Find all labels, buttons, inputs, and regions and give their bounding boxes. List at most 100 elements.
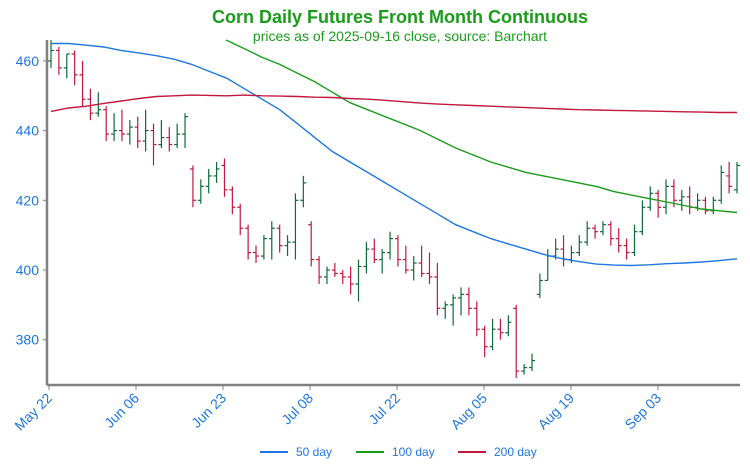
ohlc-bar — [292, 193, 299, 260]
ma-100-day-line — [225, 39, 738, 214]
x-tick-label: Aug 05 — [447, 390, 490, 433]
ohlc-bar — [592, 224, 599, 239]
ohlc-bar — [576, 235, 583, 257]
ohlc-bar — [237, 203, 244, 236]
ohlc-bar — [245, 224, 252, 260]
ohlc-bar — [276, 224, 283, 253]
ohlc-bar — [260, 235, 267, 260]
ohlc-bar — [615, 228, 622, 253]
y-tick-label: 420 — [16, 192, 40, 208]
y-tick-label: 400 — [16, 262, 40, 278]
ohlc-bar — [71, 50, 78, 86]
legend-item: 100 day — [356, 445, 435, 459]
ohlc-bar — [300, 175, 307, 208]
ohlc-bar — [513, 304, 520, 379]
ohlc-bar — [150, 123, 157, 166]
ohlc-bar — [118, 109, 125, 142]
legend-item: 200 day — [458, 445, 537, 459]
x-tick-label: Jul 22 — [365, 390, 403, 428]
ohlc-bar — [497, 318, 504, 340]
ohlc-bar — [331, 263, 338, 277]
ohlc-bar — [213, 161, 220, 183]
ohlc-bar — [544, 249, 551, 282]
ohlc-bar — [489, 318, 496, 351]
legend-label: 50 day — [296, 445, 332, 459]
ohlc-bar — [718, 165, 725, 204]
ohlc-bar — [702, 196, 709, 215]
ohlc-bar — [418, 245, 425, 277]
ohlc-bar — [347, 266, 354, 295]
x-tick-label: Aug 19 — [534, 390, 577, 433]
ohlc-bar — [434, 263, 441, 316]
ohlc-bar — [103, 106, 110, 142]
ohlc-bar — [639, 200, 646, 236]
ohlc-bar — [623, 238, 630, 260]
ohlc-bar — [363, 242, 370, 274]
x-tick-label: May 22 — [11, 390, 55, 434]
ohlc-bar — [442, 301, 449, 319]
x-tick-label: Sep 03 — [621, 390, 664, 433]
legend-item: 50 day — [260, 445, 332, 459]
ohlc-bar — [505, 315, 512, 337]
ohlc-bar — [607, 221, 614, 246]
ohlc-bar — [394, 235, 401, 267]
legend: 50 day 100 day 200 day — [260, 445, 537, 459]
ohlc-bar — [458, 287, 465, 316]
ohlc-bar — [678, 189, 685, 211]
chart-title: Corn Daily Futures Front Month Continuou… — [212, 7, 588, 27]
ohlc-bar — [402, 245, 409, 274]
x-tick-label: Jul 08 — [278, 390, 316, 428]
ohlc-bar — [63, 53, 70, 79]
ohlc-bar — [655, 189, 662, 218]
ohlc-bar — [710, 196, 717, 215]
ohlc-bar — [126, 120, 133, 145]
ohlc-bar — [473, 301, 480, 337]
ohlc-bar — [339, 270, 346, 284]
ma-200-day-line — [50, 94, 737, 114]
ohlc-bar — [268, 221, 275, 260]
ohlc-bar — [79, 60, 86, 107]
ohlc-bar — [174, 123, 181, 149]
ohlc-bar — [584, 221, 591, 246]
y-tick-label: 440 — [16, 123, 40, 139]
ohlc-bar — [284, 235, 291, 257]
ohlc-bar — [87, 88, 94, 121]
ohlc-bar — [450, 294, 457, 326]
ohlc-bar — [134, 116, 141, 149]
ohlc-bar — [599, 221, 606, 236]
ohlc-bar — [197, 179, 204, 204]
x-tick-label: Jun 06 — [101, 390, 142, 431]
ohlc-bar — [111, 113, 118, 142]
ohlc-bar — [48, 40, 54, 68]
ohlc-bar — [189, 165, 196, 208]
ma-50-day-line — [51, 42, 738, 267]
ohlc-bar — [253, 245, 260, 264]
ohlc-bar — [663, 179, 670, 215]
ohlc-bar — [55, 46, 62, 75]
y-tick-label: 380 — [16, 332, 40, 348]
ohlc-bar — [355, 259, 362, 302]
ohlc-bar — [229, 186, 236, 215]
ohlc-bar — [670, 179, 677, 208]
ohlc-bar — [371, 238, 378, 264]
ohlc-bar — [205, 168, 212, 194]
ohlc-bar — [142, 109, 149, 152]
ohlc-bar — [221, 158, 228, 197]
ohlc-bar — [387, 231, 394, 260]
ohlc-bar — [528, 353, 535, 372]
ohlc-bar — [560, 235, 567, 267]
ohlc-bar — [734, 161, 740, 194]
legend-label: 200 day — [494, 445, 537, 459]
chart-subtitle: prices as of 2025-09-16 close, source: B… — [252, 28, 548, 44]
y-tick-label: 460 — [16, 53, 40, 69]
ohlc-bar — [379, 249, 386, 274]
ohlc-bar — [308, 221, 315, 267]
legend-label: 100 day — [392, 445, 435, 459]
ohlc-bar — [686, 186, 693, 215]
ohlc-bar — [726, 161, 733, 194]
ohlc-bar — [316, 256, 323, 284]
ohlc-bar — [521, 364, 528, 375]
ohlc-bar — [410, 256, 417, 281]
ohlc-bar — [631, 224, 638, 257]
